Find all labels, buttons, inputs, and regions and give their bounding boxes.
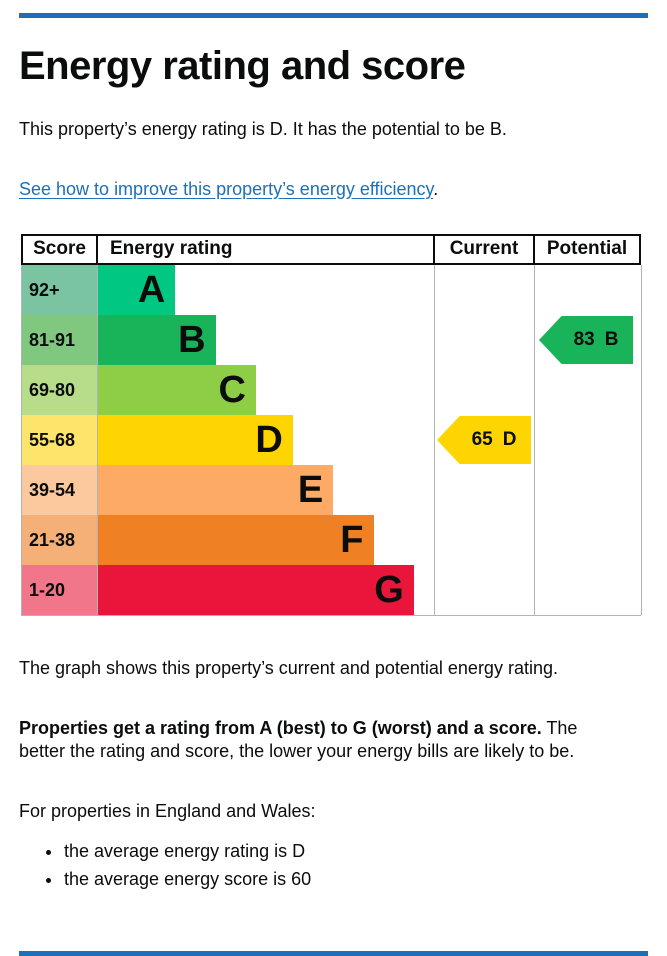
band-bar-c: C xyxy=(98,365,256,415)
averages-list: the average energy rating is D the avera… xyxy=(63,838,648,894)
band-bar-d: D xyxy=(98,415,293,465)
potential-cell-d xyxy=(534,415,642,465)
score-range-f: 21-38 xyxy=(22,515,97,565)
score-range-e: 39-54 xyxy=(22,465,97,515)
current-cell-c xyxy=(434,365,534,415)
column-header-current: Current xyxy=(433,236,533,263)
rating-explanation-bold: Properties get a rating from A (best) to… xyxy=(19,717,542,738)
band-cell-a: A xyxy=(97,265,434,315)
score-range-a: 92+ xyxy=(22,265,97,315)
potential-cell-f xyxy=(534,515,642,565)
current-cell-b xyxy=(434,315,534,365)
improve-link-wrap: See how to improve this property’s energ… xyxy=(19,178,648,201)
rating-explanation-rest: The better the rating and score, the low… xyxy=(19,717,578,761)
potential-cell-e xyxy=(534,465,642,515)
epc-rating-table: Score Energy rating Current Potential 92… xyxy=(21,234,642,616)
potential-cell-b xyxy=(534,315,642,365)
band-cell-g: G xyxy=(97,565,434,615)
band-row-d: 55-68 D xyxy=(21,415,642,465)
current-rating-arrow: 65 D xyxy=(437,416,531,464)
band-cell-e: E xyxy=(97,465,434,515)
link-suffix: . xyxy=(433,178,439,199)
potential-cell-c xyxy=(534,365,642,415)
section-divider-bottom xyxy=(19,950,648,956)
intro-text: This property’s energy rating is D. It h… xyxy=(19,119,507,139)
band-bar-b: B xyxy=(98,315,216,365)
score-range-c: 69-80 xyxy=(22,365,97,415)
current-cell-f xyxy=(434,515,534,565)
rating-explanation: Properties get a rating from A (best) to… xyxy=(19,717,619,763)
band-row-b: 81-91 B xyxy=(21,315,642,365)
improve-efficiency-link[interactable]: See how to improve this property’s energ… xyxy=(19,178,434,199)
potential-rating-arrow: 83 B xyxy=(539,316,633,364)
band-row-a: 92+ A xyxy=(21,265,642,315)
current-cell-g xyxy=(434,565,534,615)
score-range-b: 81-91 xyxy=(22,315,97,365)
band-row-g: 1-20 G xyxy=(21,565,642,615)
band-row-c: 69-80 C xyxy=(21,365,642,415)
band-bar-g: G xyxy=(98,565,414,615)
band-row-f: 21-38 F xyxy=(21,515,642,565)
band-cell-c: C xyxy=(97,365,434,415)
potential-rating-letter: B xyxy=(604,329,619,350)
list-item-average-rating: the average energy rating is D xyxy=(63,838,648,866)
region-heading: For properties in England and Wales: xyxy=(19,800,316,821)
band-cell-b: B xyxy=(97,315,434,365)
page-title: Energy rating and score xyxy=(19,44,466,88)
band-row-e: 39-54 E xyxy=(21,465,642,515)
potential-cell-a xyxy=(534,265,642,315)
column-header-energy-rating: Energy rating xyxy=(96,236,433,263)
band-cell-d: D xyxy=(97,415,434,465)
graph-caption: The graph shows this property’s current … xyxy=(19,658,558,678)
current-rating-letter: D xyxy=(502,429,517,450)
current-cell-d xyxy=(434,415,534,465)
current-rating-score: 65 xyxy=(471,429,493,450)
section-divider-top xyxy=(19,13,648,18)
column-header-score: Score xyxy=(21,236,96,263)
current-cell-e xyxy=(434,465,534,515)
epc-table-header: Score Energy rating Current Potential xyxy=(21,234,641,265)
band-bar-e: E xyxy=(98,465,334,515)
band-bar-f: F xyxy=(98,515,374,565)
current-cell-a xyxy=(434,265,534,315)
epc-table-body: 92+ A 81-91 B 69-80 C 55-68 D xyxy=(21,265,642,616)
potential-cell-g xyxy=(534,565,642,615)
column-header-potential: Potential xyxy=(533,236,641,263)
potential-rating-score: 83 xyxy=(573,329,595,350)
list-item-average-score: the average energy score is 60 xyxy=(63,866,648,894)
band-cell-f: F xyxy=(97,515,434,565)
score-range-d: 55-68 xyxy=(22,415,97,465)
score-range-g: 1-20 xyxy=(22,565,97,615)
band-bar-a: A xyxy=(98,265,176,315)
